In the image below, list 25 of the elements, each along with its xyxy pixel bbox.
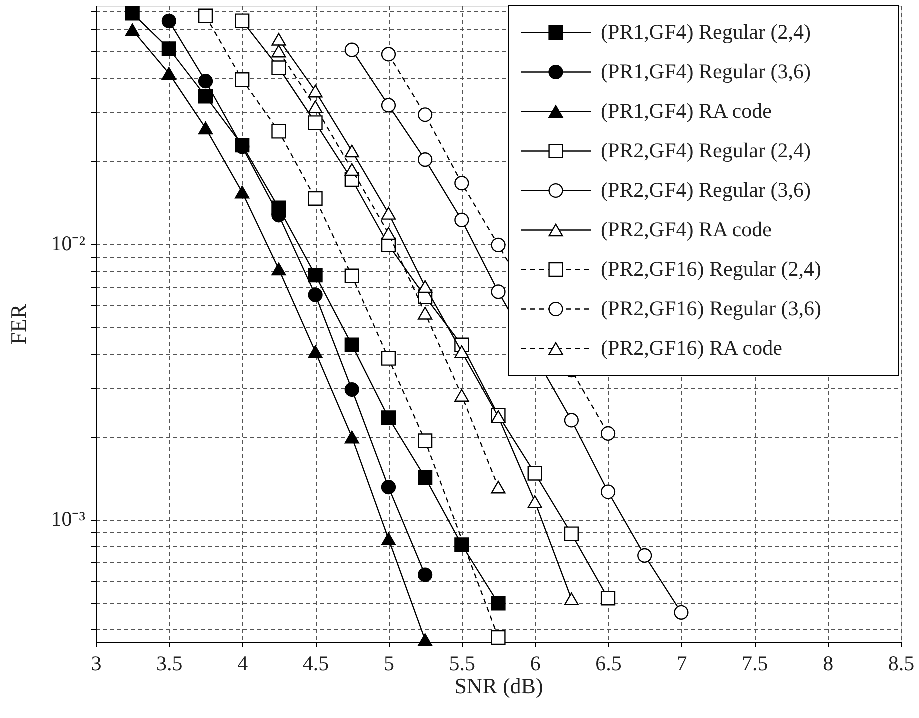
x-tick-label: 3.5 (156, 652, 183, 676)
x-tick-label: 4.5 (302, 652, 330, 676)
x-tick-label: 7.5 (742, 652, 768, 676)
legend-label: (PR1,GF4) Regular (3,6) (601, 59, 811, 84)
x-tick-label: 5 (384, 652, 394, 676)
x-tick-label: 3 (91, 652, 102, 676)
x-tick-label: 7 (676, 652, 688, 676)
legend-label: (PR1,GF4) Regular (2,4) (601, 20, 811, 44)
x-tick-label: 6 (530, 652, 541, 676)
x-tick-label: 5.5 (449, 652, 476, 676)
legend-label: (PR1,GF4) RA code (601, 98, 772, 123)
y-tick-label: 10⁻³ (51, 507, 86, 532)
x-tick-label: 8.5 (888, 652, 915, 676)
y-tick-label: 10⁻² (51, 232, 86, 256)
legend-label: (PR2,GF16) Regular (3,6) (601, 296, 822, 320)
legend-label: (PR2,GF16) Regular (2,4) (601, 256, 822, 281)
x-axis-title: SNR (dB) (454, 674, 544, 698)
x-tick-label: 8 (823, 652, 834, 676)
x-tick-label: 4 (238, 652, 249, 676)
legend-label: (PR2,GF4) Regular (3,6) (601, 178, 811, 202)
legend-label: (PR2,GF4) Regular (2,4) (601, 138, 811, 162)
x-tick-label: 6.5 (596, 652, 622, 676)
legend-label: (PR2,GF16) RA code (601, 336, 782, 360)
y-axis-title: FER (6, 304, 32, 345)
legend-label: (PR2,GF4) RA code (601, 217, 772, 242)
